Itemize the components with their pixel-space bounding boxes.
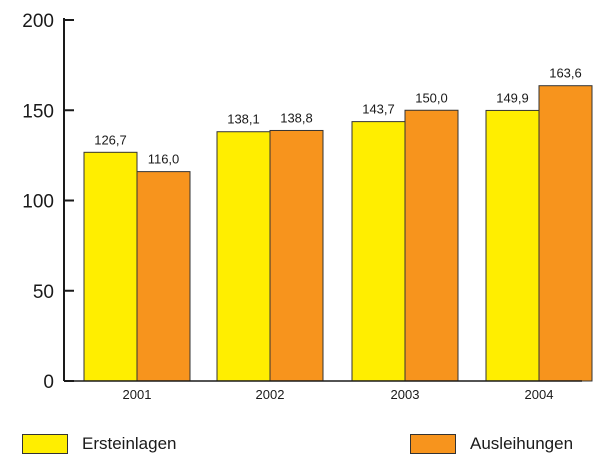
x-tick-label-2004: 2004 bbox=[525, 387, 554, 402]
legend-label-ersteinlagen: Ersteinlagen bbox=[82, 434, 177, 453]
bar-ausleihungen-2003 bbox=[404, 109, 459, 382]
y-tick-label-50: 50 bbox=[33, 282, 54, 303]
data-label-ausleihungen-2001: 116,0 bbox=[148, 152, 180, 167]
y-tick-label-0: 0 bbox=[43, 372, 54, 393]
data-label-ersteinlagen-2004: 149,9 bbox=[496, 90, 529, 105]
data-label-ersteinlagen-2001: 126,7 bbox=[94, 132, 127, 147]
data-label-ausleihungen-2004: 163,6 bbox=[549, 66, 582, 81]
bar-ersteinlagen-2003 bbox=[351, 121, 406, 382]
y-tick-label-200: 200 bbox=[22, 11, 54, 32]
bar-ausleihungen-2001 bbox=[136, 171, 191, 382]
bar-ersteinlagen-2001 bbox=[83, 151, 138, 382]
bar-chart: 126,7 116,0 2001 138,1 138,8 2002 143,7 150,0 20… bbox=[22, 11, 593, 402]
legend-swatch-ersteinlagen bbox=[22, 434, 68, 454]
data-label-ersteinlagen-2002: 138,1 bbox=[227, 112, 260, 127]
y-tick-label-150: 150 bbox=[22, 101, 54, 122]
bar-ausleihungen-2004 bbox=[538, 85, 593, 382]
x-tick-label-2001: 2001 bbox=[123, 387, 152, 402]
data-label-ersteinlagen-2003: 143,7 bbox=[362, 102, 395, 117]
bar-ersteinlagen-2002 bbox=[216, 131, 271, 382]
legend-item-ausleihungen: Ausleihungen bbox=[410, 431, 573, 457]
bar-ausleihungen-2002 bbox=[269, 129, 324, 382]
x-tick-label-2002: 2002 bbox=[256, 387, 285, 402]
x-tick-label-2003: 2003 bbox=[391, 387, 420, 402]
legend-label-ausleihungen: Ausleihungen bbox=[470, 434, 574, 453]
legend-swatch-ausleihungen bbox=[410, 434, 456, 454]
bar-ersteinlagen-2004 bbox=[485, 109, 540, 382]
data-label-ausleihungen-2003: 150,0 bbox=[415, 90, 448, 105]
y-tick-label-100: 100 bbox=[22, 192, 54, 213]
legend-item-ersteinlagen: Ersteinlagen bbox=[22, 431, 177, 457]
data-label-ausleihungen-2002: 138,8 bbox=[280, 110, 313, 125]
